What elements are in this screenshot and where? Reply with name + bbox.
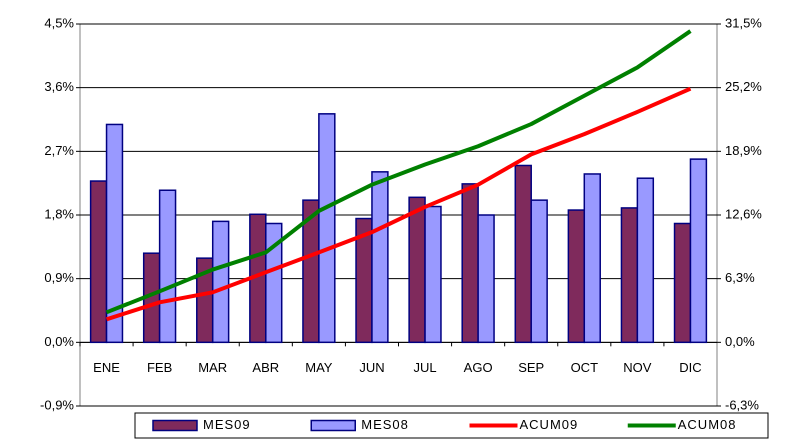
bar [461, 183, 479, 344]
legend-swatch [152, 419, 198, 432]
bar [158, 189, 177, 344]
bar [514, 164, 532, 344]
bar [583, 173, 601, 344]
bar [477, 214, 495, 344]
legend-label: ACUM08 [678, 417, 737, 432]
y2-tick-label: 18,9% [725, 143, 762, 158]
y-tick-label: 0,0% [44, 334, 74, 349]
bar [567, 209, 586, 344]
bar [620, 207, 639, 344]
bar [636, 177, 655, 344]
bar [265, 222, 283, 344]
y-tick-label: 1,8% [44, 206, 74, 221]
x-tick-label: SEP [518, 360, 544, 375]
x-tick-label: OCT [571, 360, 599, 375]
y-tick-label: -0,9% [40, 397, 74, 412]
legend-label: MES08 [361, 417, 409, 432]
y-tick-label: 0,9% [44, 270, 74, 285]
x-tick-label: ABR [252, 360, 279, 375]
x-tick-label: DIC [679, 360, 701, 375]
line [105, 86, 692, 322]
x-tick-label: AGO [464, 360, 493, 375]
bar [105, 123, 124, 344]
x-tick-label: MAY [305, 360, 333, 375]
legend-swatch [310, 419, 356, 432]
y2-tick-label: -6,3% [725, 397, 759, 412]
y2-tick-label: 25,2% [725, 79, 762, 94]
bar [318, 113, 336, 344]
bar [371, 171, 389, 344]
legend-label: MES09 [203, 417, 251, 432]
x-tick-label: JUN [359, 360, 384, 375]
y-tick-label: 2,7% [44, 143, 74, 158]
line [105, 29, 692, 315]
bar [689, 158, 708, 344]
x-tick-label: JUL [413, 360, 436, 375]
y2-tick-label: 0,0% [725, 334, 755, 349]
legend-label: ACUM09 [520, 417, 579, 432]
bar [89, 180, 108, 344]
y2-tick-label: 6,3% [725, 270, 755, 285]
y2-tick-label: 31,5% [725, 15, 762, 30]
bar [211, 220, 230, 344]
y2-tick-label: 12,6% [725, 206, 762, 221]
x-tick-label: MAR [198, 360, 227, 375]
y-tick-label: 4,5% [44, 15, 74, 30]
bar [530, 199, 548, 344]
y-tick-label: 3,6% [44, 79, 74, 94]
bar [673, 222, 692, 344]
x-tick-label: FEB [147, 360, 172, 375]
x-tick-label: NOV [623, 360, 652, 375]
bar [424, 205, 442, 344]
x-tick-label: ENE [93, 360, 120, 375]
bar [408, 196, 426, 344]
